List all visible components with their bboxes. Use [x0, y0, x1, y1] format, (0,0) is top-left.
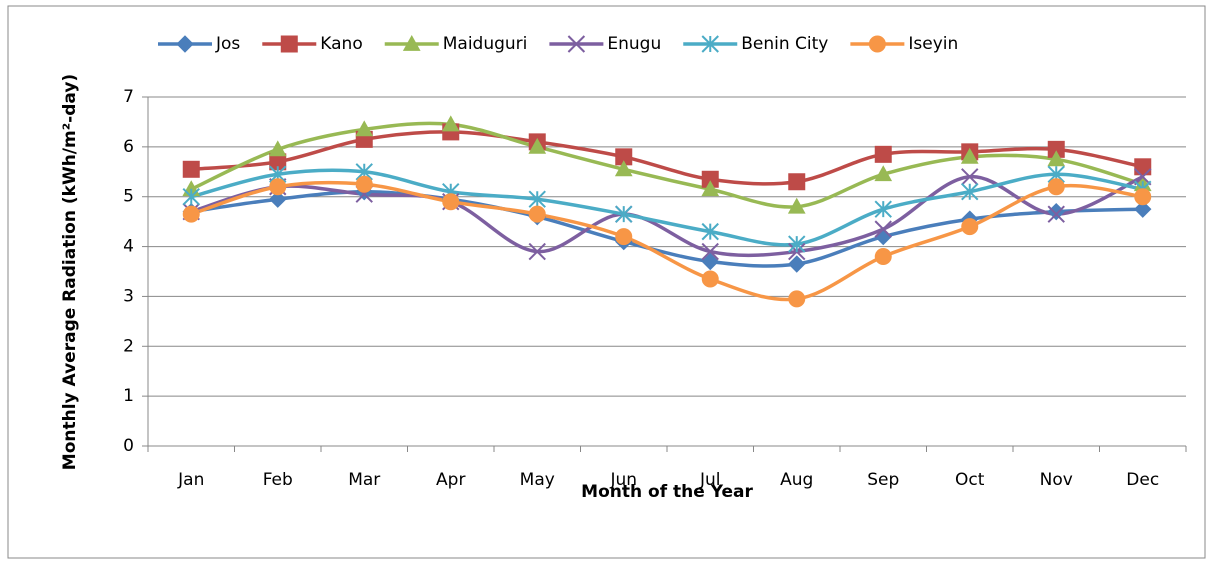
marker — [182, 160, 200, 178]
y-tick-label: 6 — [123, 137, 134, 157]
y-tick-label: 3 — [123, 286, 134, 306]
x-tick-label: Mar — [348, 470, 380, 490]
x-tick-label: Sep — [867, 470, 899, 490]
marker — [874, 145, 892, 163]
y-tick-label: 7 — [123, 87, 134, 107]
marker — [528, 205, 546, 223]
legend-marker — [701, 35, 719, 53]
legend-marker — [176, 35, 194, 53]
marker — [1047, 205, 1065, 223]
marker — [269, 190, 287, 208]
marker — [701, 270, 719, 288]
marker — [355, 120, 374, 137]
legend-label: Jos — [215, 34, 240, 54]
marker — [182, 205, 200, 223]
x-tick-label: May — [520, 470, 555, 490]
marker — [960, 147, 979, 164]
x-tick-label: Apr — [436, 470, 465, 490]
marker — [528, 242, 546, 261]
marker — [441, 115, 460, 132]
marker — [961, 168, 979, 186]
series-line — [190, 168, 1144, 247]
marker — [528, 190, 546, 208]
y-tick-label: 2 — [123, 336, 134, 356]
x-tick-label: Jan — [177, 470, 204, 490]
marker — [787, 197, 806, 214]
marker — [701, 180, 720, 197]
marker — [1047, 178, 1065, 196]
marker — [874, 200, 892, 218]
legend-label: Iseyin — [908, 34, 958, 54]
legend-label: Benin City — [741, 34, 828, 54]
y-axis-title: Monthly Average Radiation (kWh/m²-day) — [60, 74, 80, 470]
legend-marker — [280, 35, 298, 53]
series-line — [191, 130, 1144, 186]
legend: Jos Kano Maiduguri Enugu Benin City Iseyin — [158, 34, 958, 54]
marker — [1134, 168, 1152, 186]
marker — [701, 252, 719, 271]
marker — [961, 218, 979, 236]
y-tick-label: 0 — [123, 436, 134, 456]
marker — [268, 140, 287, 157]
marker — [874, 248, 892, 266]
marker — [614, 160, 633, 177]
legend-label: Maiduguri — [443, 34, 528, 54]
marker — [961, 183, 979, 201]
marker — [355, 175, 373, 193]
x-tick-label: Dec — [1126, 470, 1159, 490]
marker — [269, 178, 287, 196]
marker — [788, 235, 806, 253]
marker — [701, 242, 719, 261]
x-tick-label: Nov — [1040, 470, 1073, 490]
marker — [874, 220, 892, 238]
y-tick-label: 4 — [123, 237, 134, 257]
legend-marker — [402, 34, 421, 51]
legend-marker — [868, 35, 886, 53]
marker — [701, 222, 719, 241]
marker — [874, 165, 893, 182]
series-line — [190, 121, 1144, 209]
marker — [788, 173, 806, 191]
marker — [615, 228, 633, 246]
marker — [528, 137, 547, 154]
marker — [1134, 188, 1152, 206]
legend-label: Enugu — [607, 34, 661, 54]
marker — [615, 205, 633, 223]
y-tick-label: 5 — [123, 187, 134, 207]
marker — [1134, 200, 1152, 218]
legend-marker — [567, 35, 586, 53]
x-tick-label: Jul — [699, 470, 721, 490]
legend-label: Kano — [320, 34, 362, 54]
marker — [1134, 158, 1152, 176]
y-tick-label: 1 — [123, 386, 134, 406]
x-tick-label: Jun — [609, 470, 637, 490]
x-axis-title: Month of the Year — [581, 482, 753, 502]
marker — [788, 255, 806, 273]
x-tick-label: Feb — [263, 470, 293, 490]
series-line — [190, 180, 1143, 302]
marker — [1047, 150, 1066, 167]
x-tick-label: Oct — [955, 470, 985, 490]
marker — [442, 193, 460, 211]
marker — [182, 188, 200, 206]
marker — [788, 290, 806, 308]
x-tick-label: Aug — [780, 470, 813, 490]
chart-border — [7, 5, 1206, 559]
